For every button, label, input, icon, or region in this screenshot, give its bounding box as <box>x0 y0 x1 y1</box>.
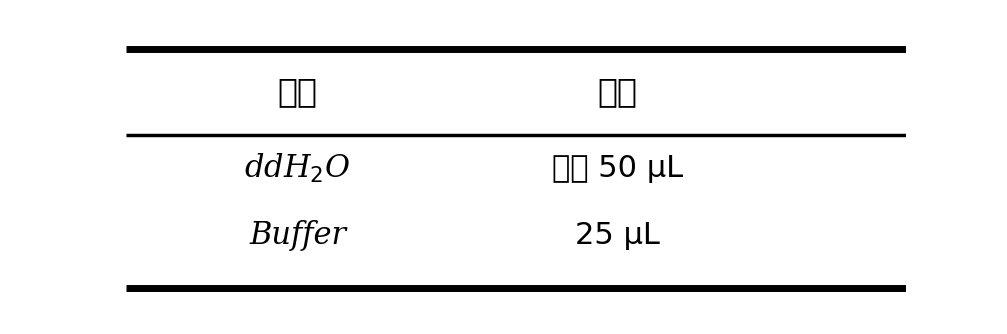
Text: 体积: 体积 <box>597 75 637 108</box>
Text: 内容: 内容 <box>278 75 317 108</box>
Text: 25 μL: 25 μL <box>575 221 660 250</box>
Text: ddH$_2$O: ddH$_2$O <box>245 152 350 185</box>
Text: 补齐 50 μL: 补齐 50 μL <box>552 154 683 183</box>
Text: Buffer: Buffer <box>249 220 346 251</box>
